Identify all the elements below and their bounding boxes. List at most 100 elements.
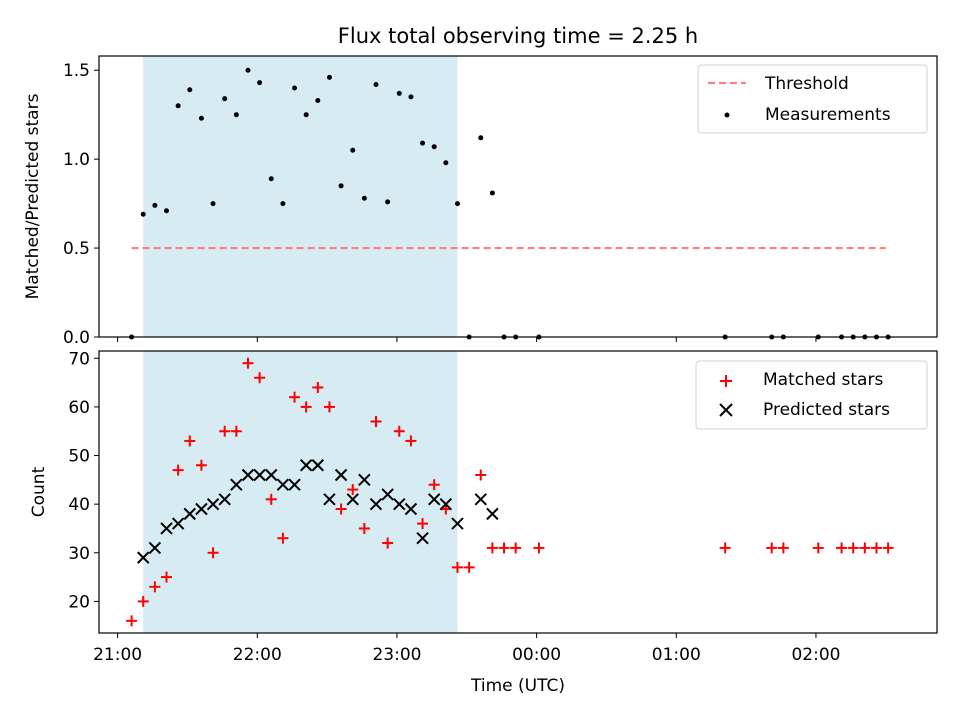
legend-matched-swatch — [720, 375, 732, 387]
matched-star-point — [859, 542, 871, 554]
top-observing-window — [143, 56, 458, 337]
matched-star-point — [777, 542, 789, 554]
predicted-star-point — [369, 497, 383, 511]
predicted-star-point — [404, 502, 418, 516]
top-y-tick-label: 1.5 — [63, 61, 90, 81]
predicted-star-point — [148, 541, 162, 555]
predicted-star-point — [276, 478, 290, 491]
matched-star-point — [358, 522, 370, 534]
top-y-axis-label: Matched/Predicted stars — [23, 93, 43, 299]
matched-star-point — [510, 542, 522, 554]
matched-star-point — [428, 479, 440, 491]
bottom-panel: 21:00 22:00 23:00 00:00 01:00 02:00 20 30 40 50 60… — [29, 349, 938, 696]
predicted-star-point — [439, 497, 453, 511]
predicted-star-point — [218, 493, 231, 506]
predicted-star-point — [137, 551, 150, 564]
predicted-star-point — [427, 493, 441, 506]
matched-star-point — [475, 469, 487, 481]
predicted-star-point — [311, 459, 325, 472]
predicted-star-point — [171, 517, 185, 530]
top-legend: Threshold Measurements — [697, 64, 928, 134]
bottom-legend: Matched stars Predicted stars — [695, 360, 928, 430]
matched-star-point — [870, 542, 882, 554]
bottom-x-tick-label: 00:00 — [512, 645, 561, 665]
matched-star-point — [242, 357, 254, 369]
matched-star-point — [463, 561, 475, 573]
predicted-star-point — [334, 468, 348, 482]
measurement-point — [338, 183, 344, 189]
matched-star-point — [812, 542, 824, 554]
bottom-plot-frame — [98, 350, 938, 634]
predicted-star-point — [160, 522, 173, 535]
matched-star-point — [172, 464, 184, 476]
matched-star-point — [184, 435, 196, 447]
predicted-star-point — [299, 459, 313, 472]
matched-star-point — [312, 381, 324, 393]
predicted-star-point — [183, 507, 196, 521]
measurement-point — [198, 115, 204, 121]
matched-star-point — [347, 484, 359, 496]
predicted-star-point — [206, 497, 220, 511]
measurement-point — [454, 201, 460, 207]
measurement-point — [478, 135, 484, 141]
measurement-point — [385, 199, 391, 205]
top-legend-box — [697, 64, 928, 134]
matched-star-point — [370, 416, 382, 427]
predicted-star-point — [393, 497, 406, 511]
measurement-point — [361, 195, 367, 201]
matched-star-point — [451, 561, 463, 573]
predicted-star-point — [474, 493, 487, 506]
matched-star-point — [498, 542, 510, 554]
matched-star-point — [161, 571, 173, 583]
measurement-point — [245, 67, 251, 73]
legend-measurements-swatch — [724, 112, 730, 118]
legend-threshold-label: Threshold — [764, 74, 849, 94]
measurement-point — [152, 202, 158, 208]
x-axis-label: Time (UTC) — [470, 676, 565, 696]
matched-star-point — [323, 401, 335, 413]
measurement-point — [140, 211, 146, 217]
measurement-point — [373, 81, 379, 87]
bottom-legend-box — [695, 360, 928, 430]
matched-star-point — [847, 542, 859, 554]
predicted-star-point — [241, 468, 255, 482]
chart-title: Flux total observing time = 2.25 h — [338, 24, 698, 48]
predicted-star-point — [416, 531, 429, 545]
matched-star-point — [405, 435, 417, 447]
legend-matched-label: Matched stars — [763, 370, 883, 390]
bottom-observing-window — [143, 351, 458, 633]
bottom-y-tick-label: 20 — [68, 592, 90, 612]
predicted-star-point — [358, 473, 371, 487]
matched-star-point — [126, 615, 138, 627]
matched-star-point — [533, 542, 545, 554]
top-y-tick-label: 0.5 — [63, 239, 90, 259]
measurement-point — [326, 74, 332, 80]
measurement-point — [257, 80, 263, 86]
matched-star-point — [207, 547, 219, 559]
legend-predicted-swatch — [719, 403, 733, 417]
bottom-y-tick-label: 50 — [68, 447, 90, 467]
top-plot-frame — [98, 55, 938, 338]
predicted-star-point — [346, 493, 359, 506]
matched-star-point — [219, 425, 231, 437]
measurement-point — [303, 112, 309, 118]
measurement-point — [443, 160, 449, 166]
matched-star-point — [254, 372, 266, 384]
bottom-x-tick-label: 21:00 — [93, 645, 142, 665]
predicted-star-point — [381, 488, 394, 501]
bottom-x-tick-label: 22:00 — [233, 645, 282, 665]
measurement-point — [431, 144, 437, 150]
matched-star-point — [393, 425, 405, 437]
bottom-y-tick-label: 30 — [68, 544, 90, 564]
bottom-y-tick-label: 70 — [68, 349, 90, 369]
measurement-point — [350, 147, 356, 153]
predicted-star-point — [486, 507, 499, 521]
predicted-star-point — [323, 493, 336, 506]
matched-star-point — [195, 459, 207, 471]
measurement-point — [408, 94, 414, 100]
measurement-point — [280, 201, 286, 207]
bottom-y-tick-label: 40 — [68, 495, 90, 515]
matched-star-point — [486, 542, 498, 554]
matched-star-point — [719, 542, 731, 554]
measurement-point — [187, 87, 193, 93]
